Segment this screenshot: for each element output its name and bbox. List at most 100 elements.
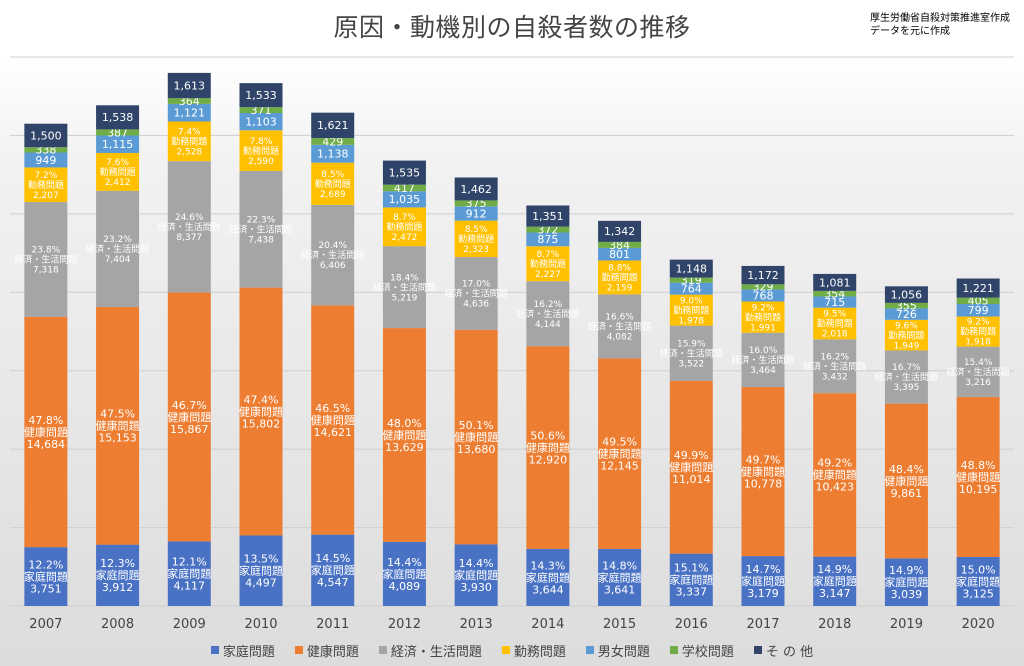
- segment-value-label: 1,462: [460, 183, 492, 196]
- segment-category-label: 勤務問題: [315, 178, 351, 190]
- bar-segment: [239, 287, 283, 536]
- bar-segment: [239, 535, 283, 606]
- segment-category-label: 健康問題: [741, 464, 785, 478]
- bar-segment: [239, 170, 283, 288]
- segment-value-label: 6,406: [320, 261, 346, 271]
- x-tick-label: 2014: [531, 617, 564, 632]
- segment-value-label: 3,125: [962, 587, 994, 600]
- segment-percent-label: 49.2%: [817, 457, 852, 470]
- bar-segment: [24, 147, 68, 153]
- bar-segment: [382, 207, 426, 247]
- segment-value-label: 768: [753, 289, 774, 302]
- bar-segment: [382, 184, 426, 192]
- segment-category-label: 健康問題: [598, 446, 642, 460]
- segment-value-label: 1,035: [389, 193, 421, 206]
- bar-segment: [813, 307, 857, 340]
- segment-category-label: 経済・生活問題: [229, 223, 292, 235]
- segment-value-label: 2,159: [607, 284, 633, 294]
- segment-percent-label: 16.2%: [820, 352, 849, 362]
- bar-segment: [598, 548, 642, 606]
- legend: 家庭問題 健康問題 経済・生活問題 勤務問題 男女問題 学校問題 そ の 他: [0, 641, 1024, 660]
- segment-value-label: 2,323: [463, 245, 489, 255]
- segment-category-label: 家庭問題: [741, 574, 785, 588]
- segment-value-label: 1,121: [174, 107, 206, 120]
- segment-percent-label: 14.9%: [817, 563, 852, 576]
- segment-percent-label: 7.4%: [178, 127, 201, 137]
- x-tick-label: 2007: [29, 617, 62, 632]
- bar-segment: [741, 301, 785, 333]
- bar-segment: [311, 534, 355, 606]
- segment-category-label: 勤務問題: [458, 233, 494, 245]
- segment-category-label: 勤務問題: [386, 221, 422, 233]
- segment-percent-label: 24.6%: [175, 213, 204, 223]
- segment-category-label: 家庭問題: [239, 564, 283, 578]
- segment-value-label: 1,138: [317, 148, 349, 161]
- segment-value-label: 3,464: [750, 366, 776, 376]
- bar-segment: [956, 397, 1000, 557]
- bar-segment: [669, 325, 713, 381]
- segment-percent-label: 16.0%: [749, 346, 778, 356]
- segment-value-label: 3,395: [894, 383, 920, 393]
- segment-category-label: 勤務問題: [673, 304, 709, 316]
- bar-segment: [598, 247, 642, 261]
- segment-value-label: 1,949: [894, 341, 920, 351]
- segment-category-label: 経済・生活問題: [14, 254, 77, 266]
- legend-swatch: [378, 646, 387, 654]
- segment-percent-label: 49.9%: [674, 449, 709, 462]
- bar-segment: [526, 232, 570, 247]
- segment-value-label: 11,014: [672, 473, 711, 486]
- bar-segment: [382, 541, 426, 606]
- bar-segment: [239, 130, 283, 171]
- bar-segment: [813, 296, 857, 308]
- segment-value-label: 3,147: [819, 587, 851, 600]
- bar-segment: [741, 265, 785, 285]
- bar-segment: [454, 329, 498, 545]
- segment-category-label: 経済・生活問題: [875, 371, 938, 383]
- segment-category-label: 経済・生活問題: [86, 243, 149, 255]
- segment-category-label: 家庭問題: [813, 574, 857, 588]
- bar-segment: [167, 541, 211, 606]
- segment-value-label: 1,342: [604, 225, 636, 238]
- bar-segment: [669, 380, 713, 554]
- segment-value-label: 14,621: [313, 426, 352, 439]
- segment-category-label: 勤務問題: [28, 179, 64, 191]
- segment-category-label: 勤務問題: [888, 329, 924, 341]
- segment-category-label: 経済・生活問題: [803, 360, 866, 372]
- segment-percent-label: 7.6%: [106, 158, 129, 168]
- segment-value-label: 12,920: [529, 453, 568, 466]
- bar-segment: [598, 294, 642, 359]
- legend-item: 家庭問題: [210, 641, 275, 660]
- segment-category-label: 健康問題: [884, 474, 928, 488]
- legend-label: 男女問題: [597, 644, 650, 660]
- segment-percent-label: 9.2%: [752, 303, 775, 313]
- segment-category-label: 健康問題: [956, 470, 1000, 484]
- segment-value-label: 15,802: [242, 417, 281, 430]
- bar-segment: [598, 260, 642, 295]
- bar-segment: [96, 135, 140, 153]
- segment-category-label: 健康問題: [239, 404, 283, 418]
- segment-category-label: 経済・生活問題: [158, 221, 221, 233]
- segment-value-label: 764: [681, 282, 702, 295]
- segment-category-label: 健康問題: [24, 425, 68, 439]
- bar-segment: [96, 129, 140, 136]
- legend-swatch: [753, 646, 762, 654]
- bar-segment: [813, 393, 857, 557]
- segment-percent-label: 48.4%: [889, 463, 924, 476]
- segment-category-label: 経済・生活問題: [588, 321, 651, 333]
- legend-label: 健康問題: [306, 644, 359, 660]
- segment-value-label: 3,641: [604, 583, 636, 596]
- segment-category-label: 健康問題: [813, 468, 857, 482]
- segment-value-label: 8,377: [176, 233, 202, 243]
- segment-category-label: 経済・生活問題: [301, 249, 364, 261]
- legend-swatch: [294, 646, 303, 654]
- segment-value-label: 7,404: [105, 255, 131, 265]
- segment-percent-label: 9.0%: [680, 296, 703, 306]
- source-note: 厚生労働省自殺対策推進室作成 データを元に作成: [870, 12, 1020, 38]
- segment-category-label: 家庭問題: [311, 563, 355, 577]
- bar-segment: [24, 123, 68, 148]
- segment-value-label: 1,056: [891, 288, 923, 301]
- segment-percent-label: 46.7%: [172, 399, 207, 412]
- segment-value-label: 3,337: [676, 586, 708, 599]
- legend-item: 勤務問題: [501, 641, 566, 660]
